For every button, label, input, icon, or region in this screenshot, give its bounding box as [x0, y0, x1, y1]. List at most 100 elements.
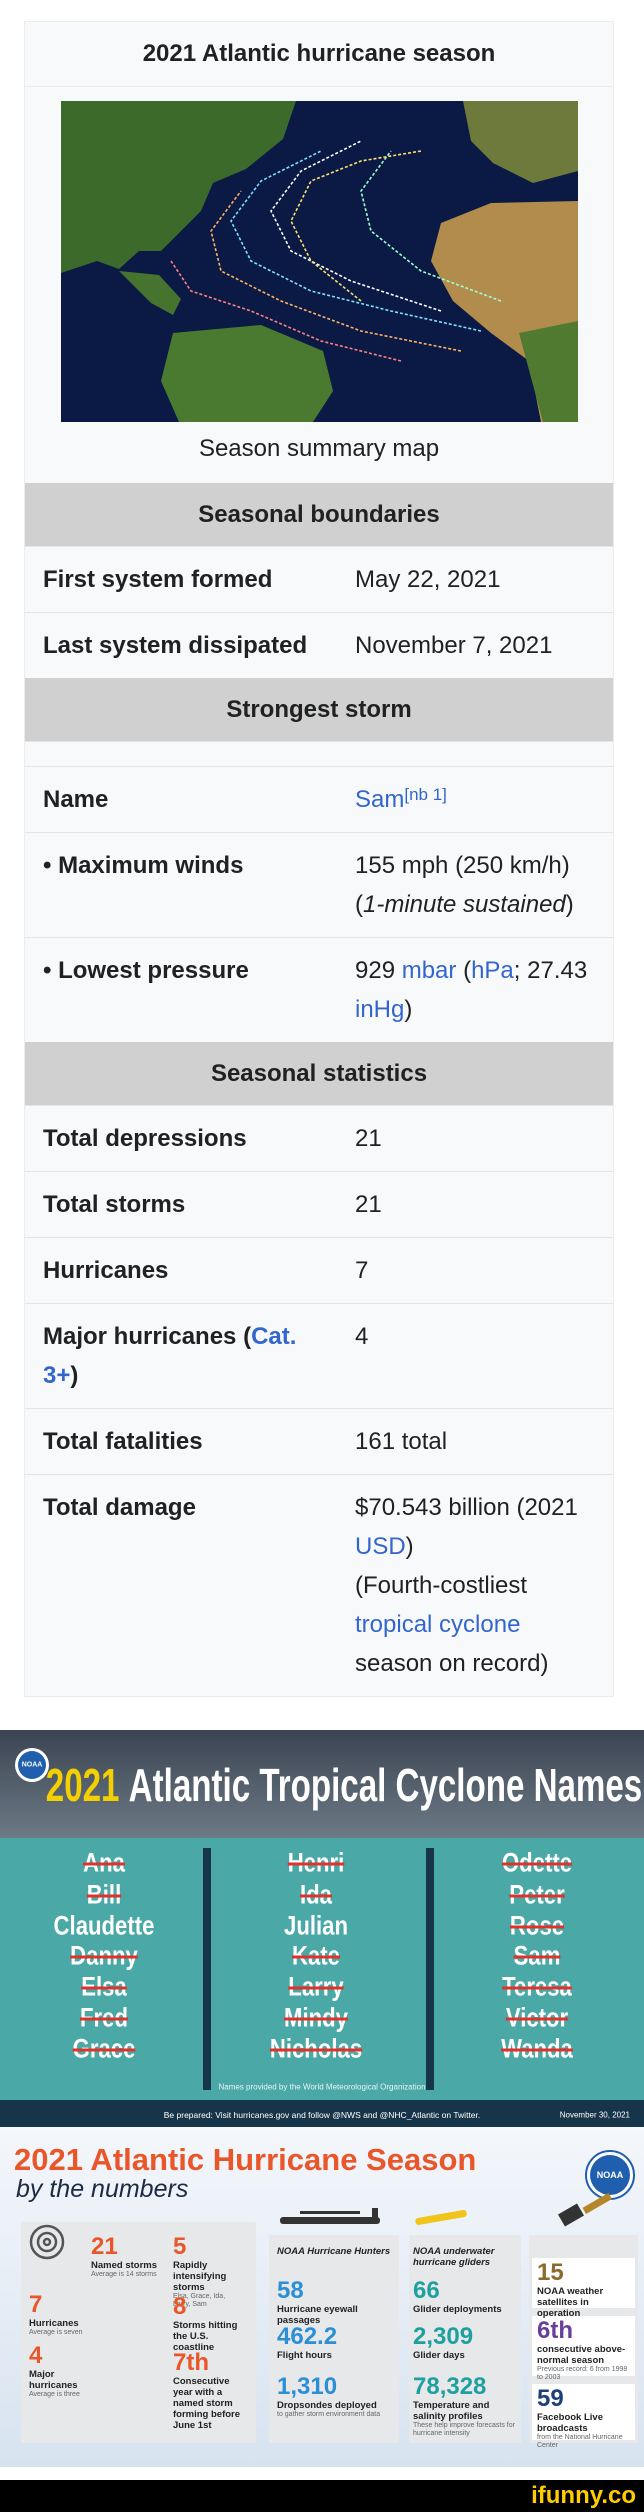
- stat: 78,328 Temperature and salinity profiles T…: [413, 2374, 517, 2438]
- text-run: Hurricanes: [43, 1257, 169, 1284]
- infobox-title: 2021 Atlantic hurricane season: [25, 22, 613, 87]
- text-run: 929: [355, 957, 402, 984]
- stat: 59 Facebook Live broadcasts from the Natio…: [537, 2386, 632, 2450]
- infobox-row: • Lowest pressure 929 mbar (hPa; 27.43 in…: [25, 937, 613, 1042]
- stat-label: Glider deployments: [413, 2304, 502, 2315]
- row-value: Sam[nb 1]: [355, 780, 613, 819]
- date: November 30, 2021: [559, 2110, 630, 2120]
- stat-note: Average is seven: [29, 2329, 83, 2336]
- text-run: May 22, 2021: [355, 566, 501, 593]
- link[interactable]: inHg: [355, 996, 405, 1023]
- text-run: 155 mph (250 km/h): [355, 852, 570, 879]
- section-header: Strongest storm: [25, 678, 613, 741]
- text-run: Major hurricanes (: [43, 1323, 252, 1350]
- storm-name: Peter: [509, 1879, 565, 1910]
- storm-name: Rose: [509, 1910, 565, 1941]
- storm-name: Teresa: [502, 1971, 572, 2002]
- season-map: [61, 101, 578, 422]
- infobox-row: First system formed May 22, 2021: [25, 546, 613, 612]
- stat-value: 59: [537, 2385, 564, 2412]
- row-label: Total damage: [25, 1488, 355, 1683]
- text-run: (: [355, 891, 363, 918]
- row-label: Hurricanes: [25, 1251, 355, 1290]
- stat-value: 78,328: [413, 2373, 487, 2400]
- text-run: ): [404, 996, 413, 1023]
- infobox-row: Total fatalities 161 total: [25, 1408, 613, 1474]
- text-run: $70.543 billion (2021: [355, 1494, 578, 1521]
- stat-note: Average is three: [29, 2391, 80, 2398]
- text-run: 21: [355, 1191, 382, 1218]
- panel-heading: NOAA underwater hurricane gliders: [413, 2246, 495, 2268]
- text-run: (Fourth-costliest: [355, 1572, 528, 1599]
- text-run: November 7, 2021: [355, 632, 553, 659]
- infobox-row: • Maximum winds 155 mph (250 km/h) (1-minu…: [25, 832, 613, 937]
- link[interactable]: Sam: [355, 786, 405, 813]
- storm-name: Mindy: [284, 2002, 348, 2033]
- storm-name: Wanda: [501, 2033, 573, 2064]
- numbers-title: 2021 Atlantic Hurricane Season: [14, 2142, 477, 2177]
- text-run: ; 27.43: [513, 957, 588, 984]
- link[interactable]: [nb 1]: [404, 785, 447, 804]
- credit: Names provided by the World Meteorologic…: [218, 2082, 426, 2092]
- stat-note: These help improve forecasts for hurrica…: [413, 2422, 515, 2437]
- stat-value: 7th: [173, 2349, 209, 2376]
- spacer: [25, 741, 613, 766]
- stat-label: Named storms: [91, 2260, 157, 2271]
- link[interactable]: mbar: [401, 957, 457, 984]
- stat: 6th consecutive above-normal season Previo…: [537, 2318, 632, 2382]
- row-label: Total fatalities: [25, 1422, 355, 1461]
- stat-label: Rapidly intensifying storms: [173, 2260, 227, 2293]
- storm-name: Elsa: [81, 1971, 127, 2002]
- storm-name: Larry: [288, 1971, 344, 2002]
- row-label: Total depressions: [25, 1119, 355, 1158]
- section-header: Seasonal statistics: [25, 1042, 613, 1105]
- storm-name: Henri: [287, 1847, 345, 1878]
- storm-name: Victor: [505, 2002, 569, 2033]
- stat-value: 8: [173, 2293, 187, 2320]
- graphics-art: [0, 1730, 644, 2512]
- storm-name: Bill: [86, 1879, 122, 1910]
- row-value: 21: [355, 1119, 613, 1158]
- text-run: ): [405, 1533, 414, 1560]
- storm-name: Fred: [80, 2002, 128, 2033]
- stat-note: Average is 14 storms: [91, 2271, 157, 2278]
- text-run: 161 total: [355, 1428, 448, 1455]
- panel-heading: NOAA Hurricane Hunters: [277, 2246, 391, 2257]
- link[interactable]: hPa: [471, 957, 514, 984]
- storm-name: Julian: [284, 1910, 348, 1941]
- link[interactable]: tropical cyclone: [355, 1611, 521, 1638]
- stat: 462.2 Flight hours: [277, 2324, 395, 2362]
- stat-value: 6th: [537, 2317, 573, 2344]
- stat-label: Hurricanes: [29, 2318, 79, 2329]
- noaa-logo: NOAA: [596, 2170, 624, 2180]
- infobox-row: Total damage $70.543 billion (2021 USD) (F…: [25, 1474, 613, 1696]
- stat-note: to gather storm environment data: [277, 2411, 381, 2418]
- infobox: 2021 Atlantic hurricane season Season su…: [24, 21, 614, 1697]
- stat-value: 5: [173, 2233, 187, 2260]
- stat-label: Facebook Live broadcasts: [537, 2412, 603, 2434]
- text-run: • Maximum winds: [43, 852, 244, 879]
- stat-label: Dropsondes deployed: [277, 2400, 377, 2411]
- stat-label: Temperature and salinity profiles: [413, 2400, 490, 2422]
- row-label: • Maximum winds: [25, 846, 355, 924]
- row-label: Total storms: [25, 1185, 355, 1224]
- map-block: Season summary map: [25, 87, 613, 483]
- graphics: NOAA 2021 Atlantic Tropical Cyclone Names…: [0, 1730, 644, 2512]
- stat-label: consecutive above-normal season: [537, 2344, 626, 2366]
- infobox-row: Hurricanes 7: [25, 1237, 613, 1303]
- stat-label: Storms hitting the U.S. coastline: [173, 2320, 238, 2353]
- noaa-logo: NOAA: [21, 1761, 43, 1769]
- stat-label: Hurricane eyewall passages: [277, 2304, 358, 2326]
- row-value: 21: [355, 1185, 613, 1224]
- link[interactable]: USD: [355, 1533, 406, 1560]
- text-run: Total storms: [43, 1191, 186, 1218]
- row-label: Last system dissipated: [25, 626, 355, 665]
- row-label: Major hurricanes (Cat. 3+): [25, 1317, 355, 1395]
- stat: 1,310 Dropsondes deployed to gather storm …: [277, 2374, 395, 2419]
- title-text: Atlantic Tropical Cyclone Names: [128, 1759, 643, 1811]
- stat-label: Glider days: [413, 2350, 465, 2361]
- text-run: ): [70, 1362, 79, 1389]
- link[interactable]: Cat. 3+: [43, 1323, 297, 1389]
- text-run: Name: [43, 786, 109, 813]
- footer-text: Be prepared: Visit hurricanes.gov and fo…: [163, 2110, 481, 2120]
